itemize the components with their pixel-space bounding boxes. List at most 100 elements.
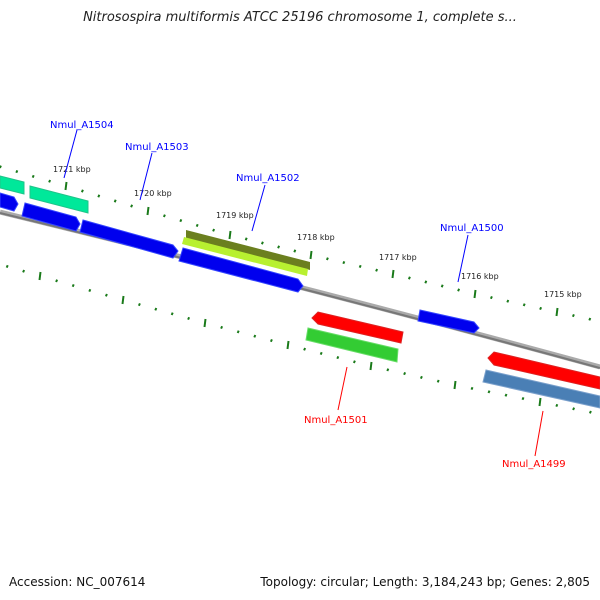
minor-tick bbox=[97, 194, 101, 198]
minor-tick bbox=[5, 264, 9, 268]
genome-summary: Topology: circular; Length: 3,184,243 bp… bbox=[260, 575, 590, 589]
minor-tick bbox=[424, 280, 428, 284]
minor-tick bbox=[187, 316, 191, 320]
feature-forward[interactable] bbox=[178, 247, 304, 293]
minor-tick bbox=[489, 296, 493, 300]
major-tick bbox=[555, 307, 559, 317]
minor-tick bbox=[104, 293, 108, 297]
minor-tick bbox=[487, 390, 491, 394]
gene-label[interactable]: Nmul_A1502 bbox=[236, 173, 300, 184]
minor-tick bbox=[212, 228, 216, 232]
minor-tick bbox=[342, 261, 346, 265]
minor-tick bbox=[352, 360, 356, 364]
gene-label[interactable]: Nmul_A1499 bbox=[502, 459, 566, 470]
minor-tick bbox=[162, 214, 166, 218]
feature-teal[interactable] bbox=[29, 185, 89, 214]
major-tick bbox=[309, 250, 313, 260]
minor-tick bbox=[130, 204, 134, 208]
label-leader bbox=[63, 129, 78, 179]
minor-tick bbox=[504, 393, 508, 397]
feature-lime[interactable] bbox=[182, 237, 308, 276]
feature-forward[interactable] bbox=[21, 202, 81, 232]
minor-tick bbox=[88, 288, 92, 292]
ruler-label: 1719 kbp bbox=[216, 211, 254, 220]
minor-tick bbox=[170, 312, 174, 316]
minor-tick bbox=[113, 199, 117, 203]
major-tick bbox=[38, 271, 42, 281]
gene-label[interactable]: Nmul_A1501 bbox=[304, 415, 368, 426]
feature-reverse[interactable] bbox=[487, 351, 600, 390]
feature-reverse[interactable] bbox=[311, 311, 404, 344]
minor-tick bbox=[55, 279, 59, 283]
feature-olive[interactable] bbox=[186, 230, 310, 270]
ruler-label: 1718 kbp bbox=[297, 233, 335, 242]
feature-forward[interactable] bbox=[0, 192, 19, 212]
minor-tick bbox=[154, 307, 158, 311]
minor-tick bbox=[572, 407, 576, 411]
minor-tick bbox=[375, 268, 379, 272]
minor-tick bbox=[179, 219, 183, 223]
minor-tick bbox=[419, 375, 423, 379]
feature-steelblue[interactable] bbox=[482, 369, 600, 409]
ruler-label: 1715 kbp bbox=[544, 290, 582, 299]
minor-tick bbox=[539, 306, 543, 310]
minor-tick bbox=[71, 284, 75, 288]
minor-tick bbox=[588, 410, 592, 414]
feature-forward[interactable] bbox=[417, 309, 480, 334]
minor-tick bbox=[220, 325, 224, 329]
minor-tick bbox=[470, 386, 474, 390]
major-tick bbox=[203, 318, 207, 328]
ruler-label: 1717 kbp bbox=[379, 253, 417, 262]
label-leader bbox=[534, 410, 544, 457]
minor-tick bbox=[277, 245, 281, 249]
gene-label[interactable]: Nmul_A1503 bbox=[125, 142, 189, 153]
gene-label[interactable]: Nmul_A1504 bbox=[50, 120, 114, 131]
map-title: Nitrosospira multiformis ATCC 25196 chro… bbox=[83, 10, 517, 25]
minor-tick bbox=[80, 189, 84, 193]
major-tick bbox=[391, 269, 395, 279]
major-tick bbox=[286, 340, 290, 350]
feature-forward[interactable] bbox=[79, 219, 179, 259]
tick-marks bbox=[0, 165, 592, 414]
major-tick bbox=[369, 361, 373, 371]
major-tick bbox=[146, 206, 150, 216]
label-leader bbox=[139, 152, 153, 201]
feature-teal[interactable] bbox=[0, 175, 25, 195]
minor-tick bbox=[137, 303, 141, 307]
minor-tick bbox=[386, 368, 390, 372]
gene-label[interactable]: Nmul_A1500 bbox=[440, 223, 504, 234]
minor-tick bbox=[407, 276, 411, 280]
minor-tick bbox=[521, 397, 525, 401]
major-tick bbox=[64, 181, 68, 191]
minor-tick bbox=[506, 299, 510, 303]
minor-tick bbox=[325, 257, 329, 261]
major-tick bbox=[121, 295, 125, 305]
ruler-label: 1720 kbp bbox=[134, 189, 172, 198]
minor-tick bbox=[571, 314, 575, 318]
minor-tick bbox=[358, 264, 362, 268]
minor-tick bbox=[269, 339, 273, 343]
feature-green[interactable] bbox=[305, 327, 399, 363]
minor-tick bbox=[440, 284, 444, 288]
minor-tick bbox=[15, 170, 19, 174]
minor-tick bbox=[31, 174, 35, 178]
minor-tick bbox=[319, 351, 323, 355]
minor-tick bbox=[22, 269, 26, 273]
label-leader bbox=[251, 184, 266, 232]
ruler-label: 1721 kbp bbox=[53, 165, 91, 174]
minor-tick bbox=[436, 379, 440, 383]
minor-tick bbox=[236, 330, 240, 334]
minor-tick bbox=[244, 237, 248, 241]
minor-tick bbox=[336, 356, 340, 360]
minor-tick bbox=[588, 317, 592, 321]
major-tick bbox=[473, 289, 477, 299]
minor-tick bbox=[522, 303, 526, 307]
major-tick bbox=[453, 380, 457, 390]
major-tick bbox=[538, 397, 542, 407]
minor-tick bbox=[260, 241, 264, 245]
minor-tick bbox=[253, 334, 257, 338]
ruler-label: 1716 kbp bbox=[461, 272, 499, 281]
minor-tick bbox=[195, 223, 199, 227]
minor-tick bbox=[0, 165, 2, 169]
